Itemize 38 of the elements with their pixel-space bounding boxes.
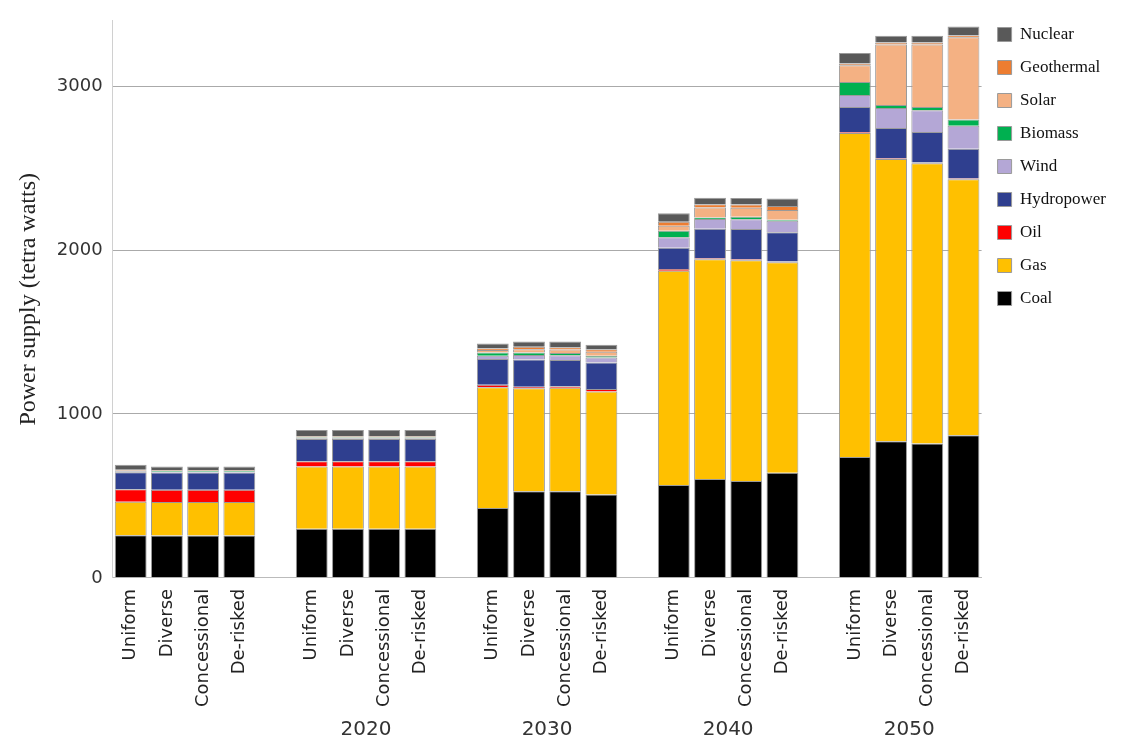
y-tick-label: 0	[91, 565, 103, 587]
legend-label: Biomass	[1020, 122, 1079, 142]
text: 2050	[883, 716, 935, 741]
x-tick-label: Uniform	[661, 588, 683, 661]
x-tick-label: Concessional	[552, 588, 574, 707]
legend-label: Solar	[1020, 89, 1057, 109]
x-tick-label: Concessional	[371, 588, 393, 707]
x-tick-label: Uniform	[480, 588, 502, 661]
x-tick-label: Concessional	[733, 588, 755, 707]
x-tick-label: De-risked	[227, 588, 249, 675]
x-tick-label: Uniform	[299, 588, 321, 661]
x-tick-label: Diverse	[154, 588, 176, 658]
text: 2030	[521, 716, 573, 741]
y-tick-label: 2000	[56, 237, 103, 259]
legend-label: Geothermal	[1020, 56, 1101, 76]
y-axis-title: Power supply (tetra watts)	[13, 173, 40, 426]
legend-label: Wind	[1020, 155, 1058, 175]
y-tick-label: 3000	[56, 74, 103, 95]
x-tick-label: Diverse	[878, 588, 900, 658]
legend-label: Coal	[1020, 287, 1053, 307]
x-tick-label: De-risked	[408, 588, 430, 675]
x-tick-label: Concessional	[190, 588, 212, 707]
y-tick-label: 1000	[56, 401, 103, 423]
x-tick-label: Uniform	[118, 588, 140, 661]
legend-label: Hydropower	[1020, 188, 1107, 208]
x-tick-label: Diverse	[697, 588, 719, 658]
x-tick-label: Uniform	[842, 588, 864, 661]
x-tick-label: Diverse	[335, 588, 357, 658]
x-tick-label: Concessional	[914, 588, 936, 707]
legend-label: Gas	[1020, 254, 1047, 274]
x-tick-label: Diverse	[516, 588, 538, 658]
x-tick-label: De-risked	[770, 588, 792, 675]
x-tick-label: De-risked	[951, 588, 973, 675]
legend-label: Oil	[1020, 221, 1043, 241]
x-tick-label: De-risked	[589, 588, 611, 675]
legend-label: Nuclear	[1020, 23, 1075, 43]
text: 2040	[702, 716, 754, 741]
text: 2020	[340, 716, 392, 741]
